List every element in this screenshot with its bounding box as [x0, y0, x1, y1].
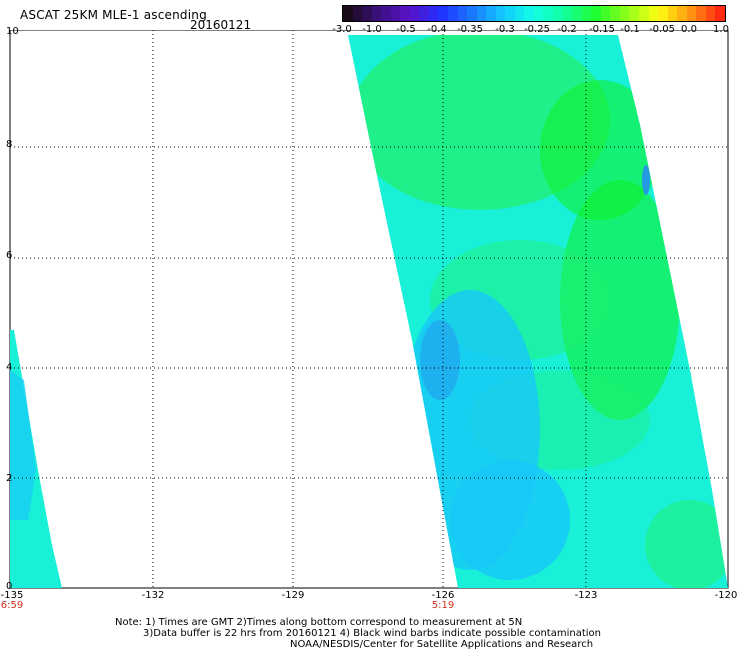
colorbar-segment — [438, 6, 449, 21]
colorbar-segment — [409, 6, 420, 21]
colorbar-segment — [677, 6, 687, 21]
swath-map — [9, 30, 729, 589]
west-swath-blue — [10, 370, 36, 520]
colorbar-segment — [476, 6, 487, 21]
colorbar-segment — [533, 6, 544, 21]
blue-fleck-east — [642, 165, 650, 195]
colorbar-segment — [638, 6, 649, 21]
colorbar-segment — [419, 6, 429, 21]
colorbar-segment — [648, 6, 659, 21]
time-label-east: 5:19 — [431, 600, 455, 611]
colorbar-segment — [514, 6, 525, 21]
colorbar-segment — [562, 6, 573, 21]
time-label-west: 6:59 — [0, 600, 24, 611]
colorbar-segment — [572, 6, 582, 21]
colorbar-segment — [629, 6, 639, 21]
green-region-east — [560, 180, 680, 420]
blue-region-south — [450, 460, 570, 580]
colorbar-segment — [371, 6, 382, 21]
colorbar-segment — [524, 6, 534, 21]
colorbar-segment — [543, 6, 554, 21]
colorbar-segment — [390, 6, 401, 21]
y-tick-10: 10 — [6, 26, 19, 37]
x-tick-neg123: -123 — [574, 590, 598, 601]
colorbar-segment — [400, 6, 410, 21]
note-line-3: NOAA/NESDIS/Center for Satellite Applica… — [290, 639, 594, 650]
y-tick-2: 2 — [6, 473, 13, 484]
x-tick-neg132: -132 — [141, 590, 165, 601]
colorbar-segment — [658, 6, 668, 21]
x-tick-neg135: -135 — [0, 590, 24, 601]
colorbar-segment — [343, 6, 353, 21]
x-tick-neg120: -120 — [714, 590, 738, 601]
colorbar-segment — [686, 6, 697, 21]
colorbar-segment — [495, 6, 506, 21]
colorbar-segment — [610, 6, 620, 21]
colorbar — [342, 5, 726, 22]
colorbar-segment — [667, 6, 678, 21]
y-tick-0: 0 — [6, 581, 13, 592]
product-title: ASCAT 25KM MLE-1 ascending — [20, 8, 207, 22]
note-line-2: 3)Data buffer is 22 hrs from 20160121 4)… — [143, 628, 601, 639]
x-tick-neg126: -126 — [431, 590, 455, 601]
x-tick-neg129: -129 — [281, 590, 305, 601]
colorbar-segment — [600, 6, 611, 21]
colorbar-segment — [428, 6, 439, 21]
colorbar-segment — [448, 6, 458, 21]
colorbar-segment — [467, 6, 477, 21]
y-tick-4: 4 — [6, 362, 13, 373]
colorbar-segment — [486, 6, 496, 21]
y-tick-6: 6 — [6, 250, 13, 261]
colorbar-segment — [696, 6, 706, 21]
swath-field — [350, 35, 728, 588]
colorbar-segment — [457, 6, 468, 21]
colorbar-segment — [505, 6, 515, 21]
colorbar-segment — [381, 6, 391, 21]
green-region-southeast — [645, 500, 728, 588]
colorbar-segment — [553, 6, 563, 21]
blue-region-west-edge — [420, 320, 460, 400]
plot-frame — [9, 30, 729, 589]
note-line-1: Note: 1) Times are GMT 2)Times along bot… — [115, 617, 523, 628]
colorbar-segment — [715, 6, 725, 21]
colorbar-segment — [705, 6, 716, 21]
colorbar-segment — [581, 6, 592, 21]
colorbar-segment — [619, 6, 630, 21]
colorbar-segment — [591, 6, 601, 21]
y-tick-8: 8 — [6, 139, 13, 150]
colorbar-segment — [362, 6, 372, 21]
colorbar-segment — [352, 6, 363, 21]
product-date: 20160121 — [190, 18, 252, 32]
